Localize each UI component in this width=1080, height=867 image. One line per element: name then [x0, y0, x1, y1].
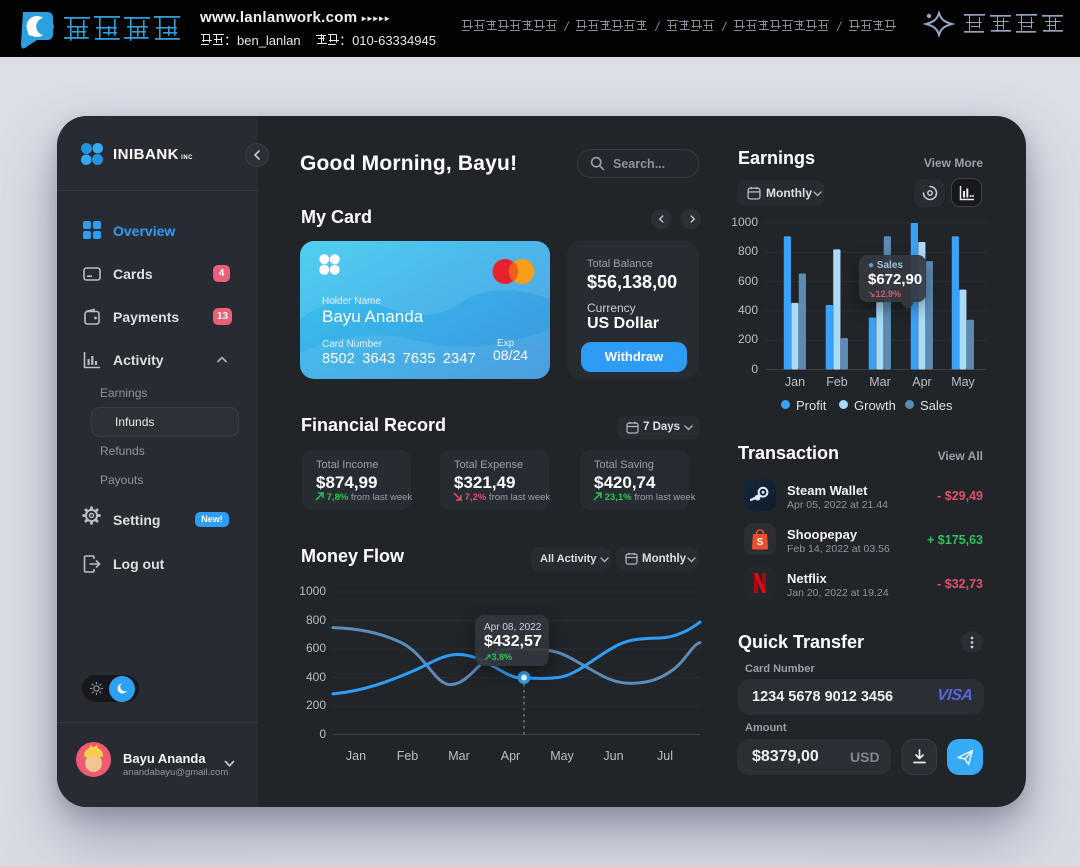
svg-text:S: S	[757, 537, 764, 548]
